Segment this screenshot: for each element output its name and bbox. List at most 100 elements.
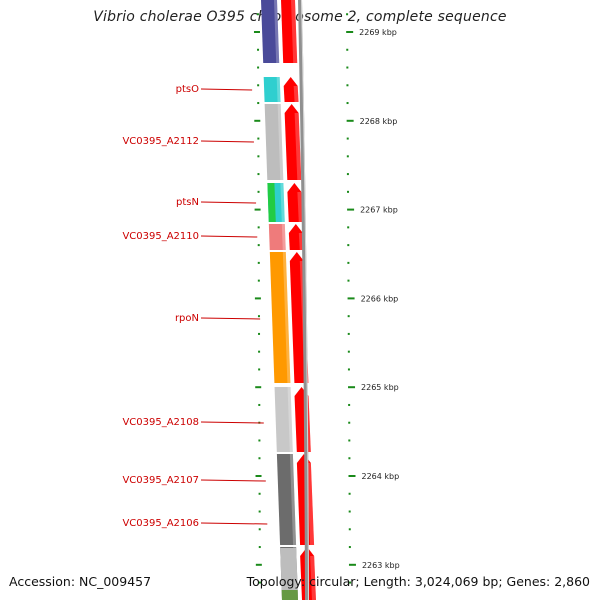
- gene-block: [269, 252, 291, 383]
- backbone-curve: [298, 0, 309, 600]
- minor-tick: [346, 137, 349, 140]
- gene-block-shade: [281, 224, 286, 250]
- strand-arrow: [284, 104, 302, 180]
- topology-summary: Topology: circular; Length: 3,024,069 bp…: [246, 574, 590, 589]
- minor-tick: [347, 226, 350, 229]
- gene-block: [261, 0, 280, 63]
- major-tick: [254, 119, 261, 122]
- minor-tick: [346, 155, 349, 158]
- minor-tick: [258, 528, 261, 531]
- minor-tick: [257, 226, 260, 229]
- strand-arrow-shade: [306, 463, 315, 545]
- major-tick: [346, 31, 354, 33]
- gene-label-leader: [200, 522, 268, 525]
- minor-tick: [346, 84, 349, 87]
- minor-tick: [348, 546, 351, 549]
- major-tick: [254, 297, 261, 300]
- gene-label-vc0395_a2110: VC0395_A2110: [122, 231, 199, 242]
- scale-label: 2267 kbp: [360, 206, 398, 215]
- gene-block: [263, 77, 281, 102]
- gene-block-shade: [287, 387, 293, 452]
- gene-labels: ptsO VC0395_A2112 ptsN VC0395_A2110 rpoN VC03…: [122, 84, 268, 529]
- scale-labels: 2269 kbp 2268 kbp 2267 kbp 2266 kbp 2265 kbp…: [359, 28, 400, 570]
- strand-arrow-shade: [294, 113, 302, 180]
- major-tick: [347, 208, 355, 211]
- minor-tick: [258, 439, 261, 442]
- left-tick-marks: [253, 13, 262, 584]
- strand-arrow: [281, 0, 298, 63]
- minor-tick: [257, 279, 260, 282]
- gene-block: [274, 387, 293, 452]
- strand-arrow: [283, 77, 299, 102]
- gene-label-vc0395_a2107: VC0395_A2107: [122, 475, 199, 486]
- scale-label: 2264 kbp: [361, 472, 399, 481]
- major-tick: [254, 208, 261, 211]
- gene-block: [276, 454, 297, 545]
- scale-label: 2266 kbp: [361, 294, 399, 303]
- minor-tick: [257, 244, 260, 247]
- minor-tick: [257, 315, 260, 318]
- gene-label-leader: [200, 201, 257, 204]
- gene-track: [261, 0, 298, 600]
- gene-label-vc0395_a2112: VC0395_A2112: [122, 136, 199, 147]
- minor-tick: [258, 546, 261, 549]
- minor-tick: [347, 315, 350, 318]
- scale-label: 2265 kbp: [361, 383, 399, 392]
- minor-tick: [346, 66, 349, 69]
- minor-tick: [347, 368, 350, 371]
- minor-tick: [346, 48, 349, 51]
- gene-block-shade: [280, 183, 285, 222]
- minor-tick: [347, 332, 350, 335]
- strand-arrow-shade: [297, 192, 303, 222]
- minor-tick: [258, 581, 261, 584]
- gene-block-part: [267, 183, 276, 222]
- minor-tick: [258, 368, 261, 371]
- minor-tick: [257, 190, 260, 193]
- minor-tick: [258, 457, 261, 460]
- major-tick: [348, 475, 356, 477]
- minor-tick: [346, 102, 349, 105]
- gene-label-rpon: rpoN: [175, 313, 199, 324]
- gene-block-shade: [276, 77, 281, 102]
- gene-block: [264, 104, 284, 180]
- major-tick: [348, 563, 356, 566]
- strand-arrow: [287, 183, 303, 222]
- scale-label: 2269 kbp: [359, 28, 397, 37]
- minor-tick: [257, 66, 260, 69]
- gene-label-leader: [200, 140, 254, 143]
- major-tick: [255, 386, 262, 389]
- minor-tick: [258, 403, 261, 406]
- minor-tick: [348, 510, 351, 513]
- gene-label-leader: [200, 421, 264, 424]
- gene-label-leader: [200, 88, 253, 91]
- minor-tick: [348, 457, 351, 460]
- gene-block-shade: [274, 0, 280, 63]
- gene-block-shade: [277, 104, 284, 180]
- minor-tick: [346, 173, 349, 176]
- minor-tick: [346, 13, 349, 16]
- minor-tick: [348, 492, 351, 495]
- gene-block: [280, 548, 298, 600]
- major-tick: [348, 386, 356, 389]
- minor-tick: [347, 190, 350, 193]
- scale-label: 2268 kbp: [360, 117, 398, 126]
- minor-tick: [258, 332, 261, 335]
- minor-tick: [348, 439, 351, 442]
- gene-label-leader: [200, 235, 258, 238]
- minor-tick: [257, 84, 260, 87]
- gene-label-ptso: ptsO: [176, 84, 199, 95]
- minor-tick: [347, 261, 350, 264]
- backbone-highlight: [301, 0, 309, 600]
- major-tick: [346, 119, 354, 122]
- gene-label-leader: [200, 479, 266, 482]
- minor-tick: [257, 173, 260, 176]
- minor-tick: [257, 261, 260, 264]
- minor-tick: [349, 581, 352, 584]
- strand-arrow-shade: [293, 86, 299, 102]
- minor-tick: [348, 421, 351, 424]
- minor-tick: [257, 155, 260, 158]
- minor-tick: [258, 350, 261, 353]
- gene-block: [281, 590, 298, 600]
